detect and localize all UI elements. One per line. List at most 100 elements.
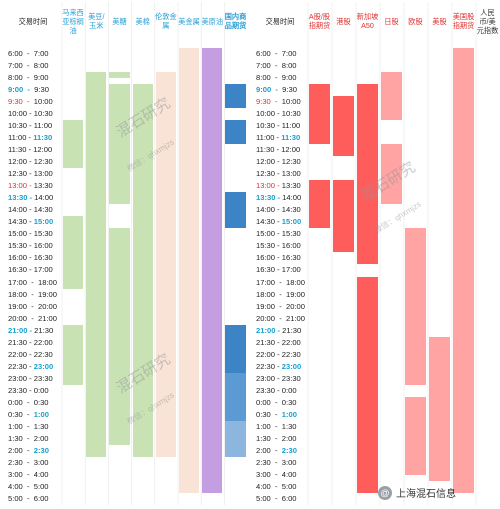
column-header: 美股 bbox=[432, 16, 447, 26]
time-row-label: 10:30 - 11:00 bbox=[8, 121, 53, 131]
session-band bbox=[109, 84, 130, 205]
time-row-label: 14:00 - 14:30 bbox=[8, 205, 53, 215]
time-row-label: 1:00 - 1:30 bbox=[256, 421, 297, 431]
session-band bbox=[381, 144, 402, 205]
session-band bbox=[225, 84, 246, 109]
session-band bbox=[357, 84, 378, 265]
time-row-label: 8:00 - 9:00 bbox=[256, 73, 297, 83]
time-row-label: 13:30 - 14:00 bbox=[256, 193, 302, 203]
session-band bbox=[381, 72, 402, 121]
time-row-label: 2:30 - 3:00 bbox=[8, 457, 49, 467]
time-row-label: 13:00 - 13:30 bbox=[8, 181, 53, 191]
session-band bbox=[405, 228, 426, 385]
session-band bbox=[225, 372, 246, 421]
time-row-label: 23:00 - 23:30 bbox=[256, 373, 301, 383]
time-row-label: 23:30 - 0:00 bbox=[256, 385, 297, 395]
column-header: 日股 bbox=[384, 16, 399, 26]
session-band bbox=[309, 180, 330, 229]
session-band bbox=[179, 48, 200, 493]
column-header: 美棉 bbox=[135, 16, 150, 26]
time-row-label: 9:30 - 10:00 bbox=[8, 97, 53, 107]
session-band bbox=[429, 336, 450, 481]
session-band bbox=[132, 84, 153, 457]
column-header: 美豆/玉米 bbox=[88, 12, 105, 30]
time-row-label: 4:00 - 5:00 bbox=[256, 481, 297, 491]
session-band bbox=[63, 216, 84, 289]
column-header: 美金属 bbox=[178, 16, 200, 26]
time-row-label: 0:30 - 1:00 bbox=[8, 409, 49, 419]
session-band bbox=[333, 180, 354, 253]
time-row-label: 19:00 - 20:00 bbox=[256, 301, 305, 311]
session-band bbox=[333, 96, 354, 157]
session-band bbox=[86, 72, 107, 457]
time-row-label: 3:00 - 4:00 bbox=[256, 469, 297, 479]
time-row-label: 0:00 - 0:30 bbox=[256, 397, 297, 407]
column-header: 美国股指期货 bbox=[452, 12, 475, 30]
time-row-label: 15:30 - 16:00 bbox=[8, 241, 53, 251]
time-row-label: 20:00 - 21:00 bbox=[256, 313, 305, 323]
session-band bbox=[357, 276, 378, 493]
time-row-label: 17:00 - 18:00 bbox=[8, 277, 57, 287]
session-band bbox=[225, 120, 246, 145]
time-row-label: 8:00 - 9:00 bbox=[8, 73, 49, 83]
time-row-label: 16:00 - 16:30 bbox=[256, 253, 301, 263]
time-row-label: 22:30 - 23:00 bbox=[256, 361, 302, 371]
time-row-label: 0:30 - 1:00 bbox=[256, 409, 297, 419]
time-row-label: 17:00 - 18:00 bbox=[256, 277, 305, 287]
time-row-label: 16:00 - 16:30 bbox=[8, 253, 53, 263]
session-band bbox=[453, 48, 474, 493]
time-row-label: 14:30 - 15:00 bbox=[8, 217, 54, 227]
time-row-label: 2:30 - 3:00 bbox=[256, 457, 297, 467]
time-row-label: 12:00 - 12:30 bbox=[8, 157, 53, 167]
time-row-label: 18:00 - 19:00 bbox=[8, 289, 57, 299]
time-row-label: 19:00 - 20:00 bbox=[8, 301, 57, 311]
time-row-label: 2:00 - 2:30 bbox=[256, 445, 297, 455]
column-header: 欧股 bbox=[408, 16, 423, 26]
session-band bbox=[405, 396, 426, 475]
session-band bbox=[225, 324, 246, 373]
time-row-label: 6:00 - 7:00 bbox=[8, 49, 49, 58]
time-row-label: 16:30 - 17:00 bbox=[256, 265, 301, 275]
axis-header: 交易时间 bbox=[18, 16, 48, 26]
time-row-label: 12:30 - 13:00 bbox=[8, 169, 53, 179]
time-row-label: 1:00 - 1:30 bbox=[8, 421, 49, 431]
column-header: 国内商品期货 bbox=[224, 12, 247, 30]
time-row-label: 21:00 - 21:30 bbox=[256, 325, 302, 335]
time-row-label: 21:30 - 22:00 bbox=[8, 337, 53, 347]
time-row-label: 13:30 - 14:00 bbox=[8, 193, 54, 203]
time-row-label: 11:30 - 12:00 bbox=[256, 145, 301, 155]
time-row-label: 7:00 - 8:00 bbox=[256, 61, 297, 71]
time-row-label: 1:30 - 2:00 bbox=[256, 433, 297, 443]
session-band bbox=[63, 324, 84, 385]
time-row-label: 10:00 - 10:30 bbox=[256, 109, 301, 119]
time-row-label: 11:00 - 11:30 bbox=[256, 133, 301, 143]
time-row-label: 15:30 - 16:00 bbox=[256, 241, 301, 251]
session-band bbox=[109, 72, 130, 79]
time-row-label: 16:30 - 17:00 bbox=[8, 265, 53, 275]
column-header: 美糖 bbox=[112, 16, 127, 26]
column-header: 人民币/美元指数 bbox=[476, 7, 499, 35]
time-row-label: 23:00 - 23:30 bbox=[8, 373, 53, 383]
column-header: 伦敦金属 bbox=[155, 12, 177, 30]
time-row-label: 18:00 - 19:00 bbox=[256, 289, 305, 299]
footer-brand: @ 上海混石信息 bbox=[378, 485, 456, 500]
column-header: A股/股指期货 bbox=[308, 12, 331, 30]
time-row-label: 5:00 - 6:00 bbox=[256, 493, 297, 503]
time-row-label: 1:30 - 2:00 bbox=[8, 433, 49, 443]
time-row-label: 5:00 - 6:00 bbox=[8, 493, 49, 503]
session-band bbox=[225, 192, 246, 229]
time-row-label: 0:00 - 0:30 bbox=[8, 397, 49, 407]
column-header: 新加坡A50 bbox=[356, 12, 379, 30]
time-row-label: 15:00 - 15:30 bbox=[8, 229, 53, 239]
time-row-label: 22:00 - 22:30 bbox=[8, 349, 53, 359]
time-row-label: 10:30 - 11:00 bbox=[256, 121, 301, 131]
time-row-label: 15:00 - 15:30 bbox=[256, 229, 301, 239]
time-row-label: 22:30 - 23:00 bbox=[8, 361, 54, 371]
session-band bbox=[155, 72, 176, 457]
time-row-label: 14:00 - 14:30 bbox=[256, 205, 301, 215]
session-band bbox=[63, 120, 84, 169]
axis-header: 交易时间 bbox=[265, 16, 295, 26]
time-row-label: 12:30 - 13:00 bbox=[256, 169, 301, 179]
time-row-label: 20:00 - 21:00 bbox=[8, 313, 57, 323]
